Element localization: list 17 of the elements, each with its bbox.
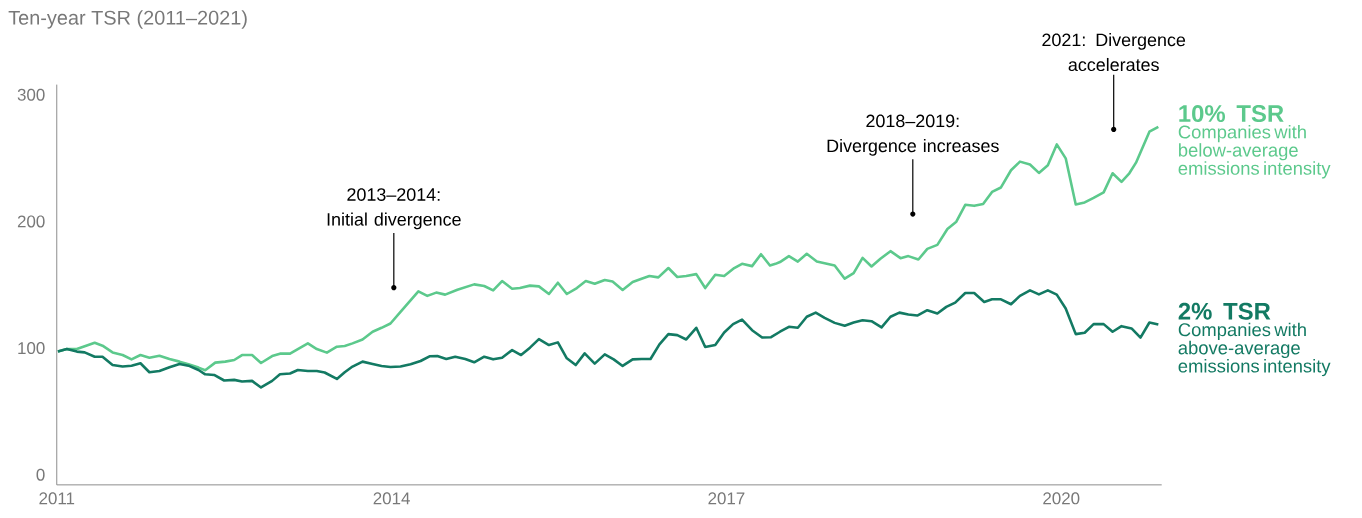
y-tick-label: 0 [36, 468, 45, 481]
y-tick-label: 300 [17, 88, 45, 101]
text: 2% TSR [1178, 302, 1271, 320]
x-tick-label: 2014 [373, 492, 410, 505]
series-label: Companies with below-average emissions intensity [1178, 125, 1331, 179]
annotation: 2013–2014: Initial divergence [327, 188, 461, 230]
annotation: 2018–2019: Divergence increases [827, 114, 999, 156]
line-series [56, 289, 1160, 389]
y-tick-label: 200 [17, 215, 45, 228]
series-label: Companies with above-average emissions intensity [1178, 322, 1331, 377]
chart-title: Ten-year TSR (2011–2021) [8, 10, 247, 29]
x-tick-label: 2020 [1043, 492, 1080, 505]
annotation: 2021: Divergence accelerates [1042, 33, 1186, 72]
x-tick-label: 2011 [39, 492, 75, 505]
y-tick-label: 100 [18, 342, 45, 355]
x-tick-label: 2017 [708, 492, 745, 505]
text: 10% TSR [1179, 105, 1284, 123]
